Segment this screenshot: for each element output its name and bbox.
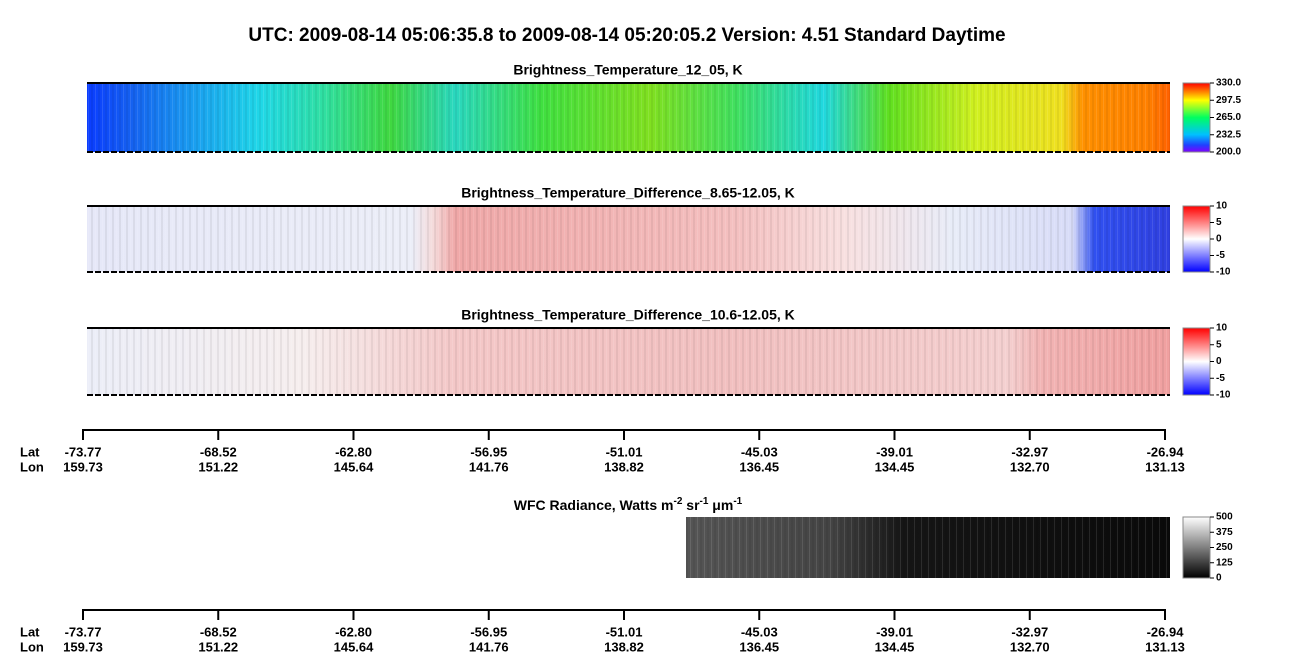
lat-label: -68.52	[200, 444, 237, 459]
lat-label: -26.94	[1147, 624, 1185, 639]
axis-row-label: Lon	[20, 459, 44, 474]
lon-label: 141.76	[469, 639, 509, 654]
lat-label: -51.01	[606, 624, 643, 639]
lat-label: -32.97	[1011, 624, 1048, 639]
colorbar-tick-label: 250	[1216, 542, 1233, 553]
lon-label: 141.76	[469, 459, 509, 474]
lat-label: -26.94	[1147, 444, 1185, 459]
wfc-title-sup: -2	[673, 496, 682, 507]
panel-title: Brightness_Temperature_Difference_8.65-1…	[461, 185, 795, 201]
colorbar-tick-label: 375	[1216, 527, 1233, 538]
heatmap-texture	[87, 83, 1170, 152]
axis-row-label: Lon	[20, 639, 44, 654]
lat-label: -39.01	[876, 624, 913, 639]
lon-label: 134.45	[875, 459, 915, 474]
lat-label: -73.77	[65, 624, 102, 639]
figure-title: UTC: 2009-08-14 05:06:35.8 to 2009-08-14…	[248, 25, 1005, 46]
lat-label: -56.95	[470, 624, 507, 639]
lat-label: -62.80	[335, 444, 372, 459]
colorbar-tick-label: -5	[1216, 250, 1225, 261]
wfc-title-part: WFC Radiance, Watts m	[514, 497, 674, 513]
colorbar-tick-label: 125	[1216, 557, 1233, 568]
lat-label: -45.03	[741, 624, 778, 639]
lat-label: -39.01	[876, 444, 913, 459]
colorbar-tick-label: 500	[1216, 512, 1233, 523]
lat-label: -56.95	[470, 444, 507, 459]
panel-title: Brightness_Temperature_12_05, K	[513, 62, 742, 78]
lon-label: 131.13	[1145, 459, 1185, 474]
lat-label: -73.77	[65, 444, 102, 459]
heatmap-texture	[87, 206, 1170, 272]
lon-label: 159.73	[63, 639, 103, 654]
lon-label: 138.82	[604, 459, 644, 474]
colorbar-tick-label: -10	[1216, 267, 1231, 278]
wfc-title-part: sr	[682, 497, 700, 513]
lat-label: -62.80	[335, 624, 372, 639]
colorbar-tick-label: 297.5	[1216, 95, 1241, 106]
colorbar-tick-label: 10	[1216, 323, 1228, 334]
colorbar-tick-label: 0	[1216, 234, 1222, 245]
colorbar-tick-label: 5	[1216, 217, 1222, 228]
colorbar	[1182, 82, 1211, 153]
colorbar-tick-label: -10	[1216, 390, 1231, 401]
lat-label: -45.03	[741, 444, 778, 459]
lon-label: 145.64	[334, 459, 375, 474]
panel-borders	[87, 82, 1170, 396]
lon-label: 134.45	[875, 639, 915, 654]
wfc-title-sup: -1	[700, 496, 709, 507]
wfc-title-part: μm	[708, 497, 733, 513]
colorbar-tick-label: 0	[1216, 356, 1222, 367]
colorbar	[1182, 327, 1211, 396]
lon-label: 136.45	[739, 459, 779, 474]
lat-label: -32.97	[1011, 444, 1048, 459]
panel-title: Brightness_Temperature_Difference_10.6-1…	[461, 307, 795, 323]
wfc-title: WFC Radiance, Watts m-2 sr-1 μm-1	[514, 496, 743, 513]
lon-label: 136.45	[739, 639, 779, 654]
heatmap-texture	[87, 328, 1170, 395]
colorbar-tick-label: 5	[1216, 339, 1222, 350]
lon-label: 131.13	[1145, 639, 1185, 654]
lat-label: -68.52	[200, 624, 237, 639]
wfc-title-sup: -1	[733, 496, 742, 507]
lon-label: 132.70	[1010, 459, 1050, 474]
colorbar-tick-label: -5	[1216, 373, 1225, 384]
colorbar-tick-label: 10	[1216, 201, 1228, 212]
colorbar-tick-label: 330.0	[1216, 78, 1241, 89]
axis-row-label: Lat	[20, 444, 40, 459]
lon-label: 145.64	[334, 639, 375, 654]
colorbar-tick-label: 0	[1216, 573, 1222, 584]
lon-label: 151.22	[198, 639, 238, 654]
wfc-texture	[686, 517, 1170, 578]
colorbar	[1182, 205, 1211, 273]
colorbar-tick-label: 232.5	[1216, 129, 1241, 140]
lat-label: -51.01	[606, 444, 643, 459]
lon-label: 151.22	[198, 459, 238, 474]
lon-label: 159.73	[63, 459, 103, 474]
lon-label: 138.82	[604, 639, 644, 654]
colorbar-tick-label: 265.0	[1216, 112, 1241, 123]
colorbar-tick-label: 200.0	[1216, 147, 1241, 158]
lon-label: 132.70	[1010, 639, 1050, 654]
colorbar	[1182, 516, 1211, 579]
axis-row-label: Lat	[20, 624, 40, 639]
